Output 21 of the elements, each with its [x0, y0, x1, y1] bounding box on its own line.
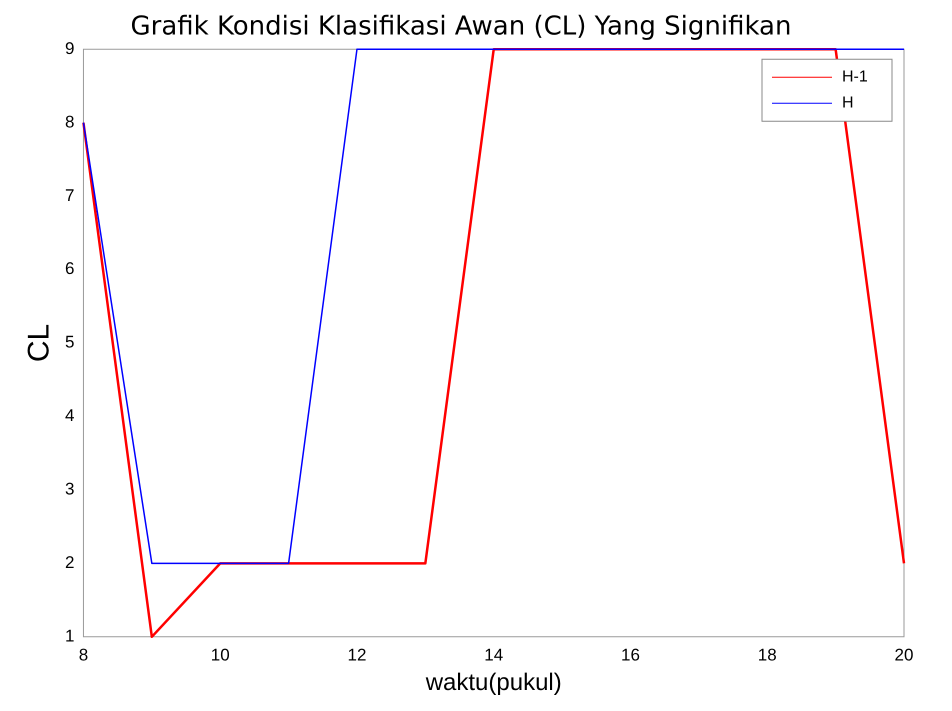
y-tick-label: 6	[64, 259, 74, 278]
x-tick-label: 16	[621, 646, 640, 665]
legend-label: H	[842, 94, 854, 112]
y-tick-label: 9	[64, 38, 74, 58]
x-tick-label: 10	[210, 646, 230, 665]
legend-label: H-1	[842, 68, 868, 86]
y-axis-title: CL	[22, 324, 56, 362]
x-tick-label: 18	[758, 646, 777, 665]
x-tick-label: 8	[78, 646, 88, 665]
x-tick-label: 14	[484, 646, 504, 665]
y-tick-label: 4	[64, 406, 74, 426]
x-tick-label: 20	[894, 646, 914, 665]
y-tick-label: 5	[64, 332, 74, 352]
y-tick-label: 1	[64, 626, 74, 646]
y-tick-label: 8	[64, 112, 74, 132]
y-tick-label: 7	[64, 186, 74, 205]
chart-title: Grafik Kondisi Klasifikasi Awan (CL) Yang Signifikan	[130, 11, 792, 42]
y-tick-label: 2	[64, 553, 74, 572]
x-tick-label: 12	[348, 646, 366, 665]
x-axis-title: waktu(pukul)	[424, 669, 562, 696]
y-tick-label: 3	[64, 480, 74, 499]
